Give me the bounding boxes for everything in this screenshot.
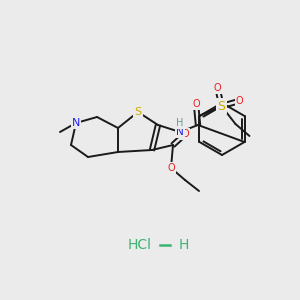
Text: N: N xyxy=(176,127,184,137)
Text: S: S xyxy=(134,107,142,117)
Text: S: S xyxy=(218,100,226,112)
Text: O: O xyxy=(181,129,189,139)
Text: HCl: HCl xyxy=(128,238,152,252)
Text: O: O xyxy=(236,96,243,106)
Text: O: O xyxy=(192,99,200,109)
Text: N: N xyxy=(72,118,80,128)
Text: O: O xyxy=(214,83,221,93)
Text: H: H xyxy=(176,118,184,128)
Text: H: H xyxy=(179,238,189,252)
Text: O: O xyxy=(167,163,175,173)
